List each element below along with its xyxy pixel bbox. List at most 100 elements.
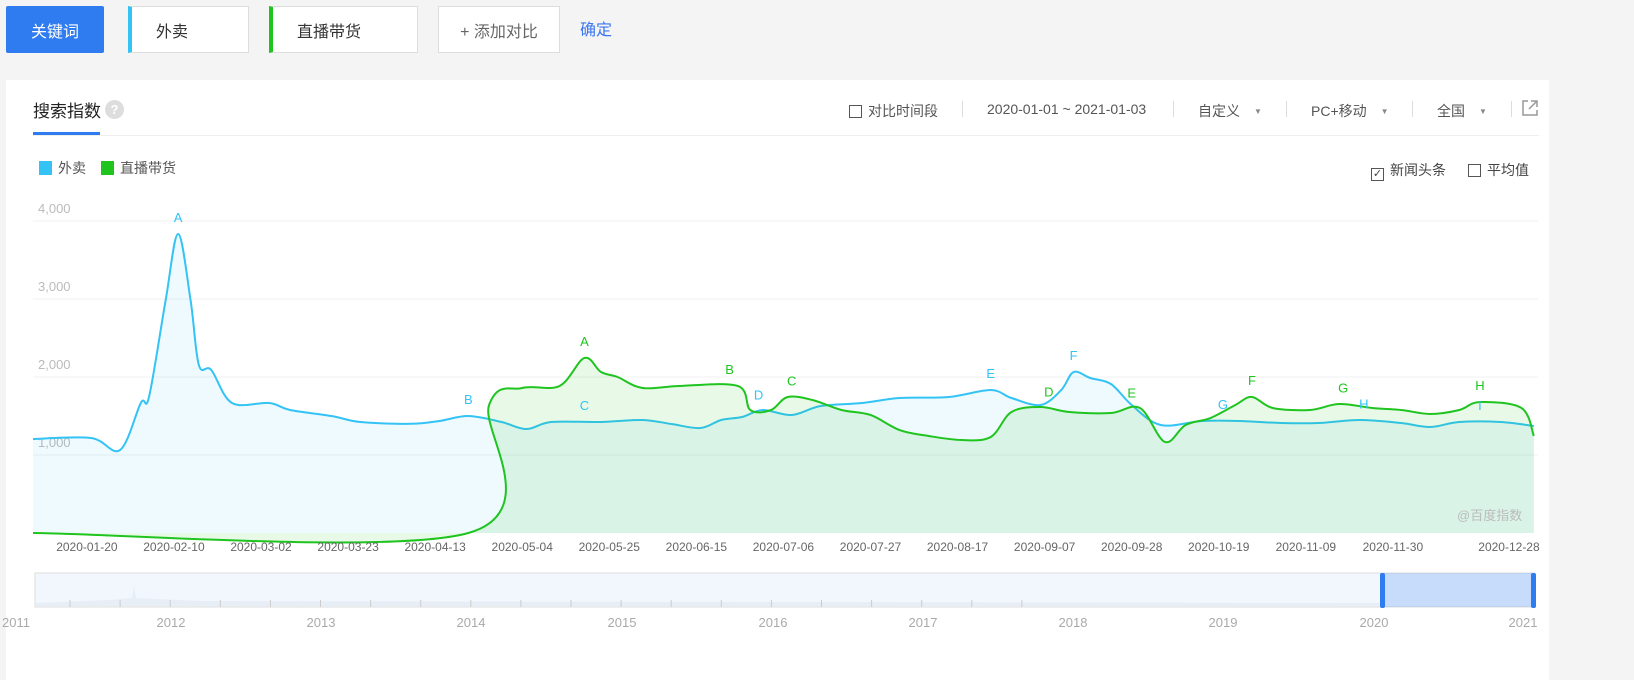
compare-period-label: 对比时间段 [868, 103, 938, 119]
caret-down-icon: ▼ [1380, 107, 1389, 116]
legend-item-livestream[interactable]: 直播带货 [101, 158, 176, 178]
news-annotation-marker[interactable]: E [986, 366, 995, 381]
time-navigator[interactable] [0, 0, 1634, 661]
x-tick-label: 2020-07-06 [752, 540, 815, 554]
x-tick-label: 2020-05-25 [578, 540, 640, 554]
date-range-picker[interactable]: 2020-01-01 ~ 2021-01-03 [987, 101, 1147, 117]
news-annotation-marker[interactable]: B [725, 362, 734, 377]
navigator-year-label: 2021 [1508, 615, 1538, 630]
keyword-box-livestream[interactable]: 直播带货 [269, 6, 418, 53]
keyword-text: 外卖 [156, 23, 189, 41]
x-tick-label: 2020-08-17 [926, 540, 989, 554]
news-headlines-checkbox[interactable]: ✓ 新闻头条 [1371, 160, 1446, 181]
region-label: 全国 [1437, 103, 1465, 119]
series-area-1 [33, 357, 1534, 543]
navigator-left-handle[interactable] [1380, 573, 1385, 608]
navigator-right-handle[interactable] [1531, 573, 1536, 608]
device-dropdown[interactable]: PC+移动 ▼ [1311, 101, 1389, 121]
device-label: PC+移动 [1311, 103, 1367, 119]
keyword-text: 直播带货 [297, 23, 362, 41]
navigator-year-label: 2014 [456, 615, 486, 630]
checkbox-icon [1468, 164, 1481, 177]
news-annotation-marker[interactable]: G [1218, 397, 1228, 412]
caret-down-icon: ▼ [1479, 107, 1487, 116]
legend-label: 外卖 [58, 160, 86, 176]
external-link-icon[interactable] [1521, 99, 1539, 117]
separator [1286, 101, 1287, 117]
separator [1412, 101, 1413, 117]
series-line-0[interactable] [32, 233, 1534, 453]
news-label: 新闻头条 [1390, 162, 1446, 178]
news-annotation-marker[interactable]: D [1044, 384, 1053, 399]
x-tick-label: 2020-11-30 [1362, 540, 1424, 554]
x-tick-label: 2020-05-04 [491, 540, 553, 554]
series-line-1[interactable] [32, 356, 1535, 544]
confirm-link[interactable]: 确定 [580, 22, 613, 39]
news-annotation-marker[interactable]: E [1127, 385, 1136, 400]
average-label: 平均值 [1487, 162, 1529, 178]
x-tick-label: 2020-07-27 [839, 540, 902, 554]
compare-period-checkbox[interactable]: 对比时间段 [849, 101, 938, 121]
divider [33, 135, 1539, 136]
range-mode-dropdown[interactable]: 自定义 ▼ [1198, 101, 1262, 121]
news-annotation-marker[interactable]: I [1478, 398, 1482, 413]
legend-swatch [101, 161, 114, 175]
y-tick-label: 4,000 [38, 201, 71, 216]
news-annotation-marker[interactable]: D [754, 387, 763, 402]
navigator-year-label: 2013 [306, 615, 336, 630]
active-tab-indicator [33, 132, 100, 135]
navigator-year-label: 2012 [156, 615, 186, 630]
navigator-year-label: 2011 [2, 615, 30, 630]
add-compare-button[interactable]: + 添加对比 [438, 6, 560, 53]
navigator-year-label: 2020 [1359, 615, 1389, 630]
keyword-tab-button[interactable]: 关键词 [6, 6, 104, 53]
checkbox-icon [849, 105, 862, 118]
legend-swatch [39, 161, 52, 175]
x-tick-label: 2020-09-07 [1013, 540, 1076, 554]
x-tick-label: 2020-10-19 [1188, 540, 1250, 554]
average-checkbox[interactable]: 平均值 [1468, 160, 1529, 180]
news-annotation-marker[interactable]: B [464, 392, 473, 407]
news-annotation-marker[interactable]: A [580, 334, 589, 349]
separator [962, 101, 963, 117]
legend-label: 直播带货 [120, 160, 176, 176]
x-tick-label: 2020-11-09 [1275, 540, 1337, 554]
y-tick-label: 3,000 [38, 279, 71, 294]
checkbox-checked-icon: ✓ [1371, 168, 1384, 181]
legend-item-waimai[interactable]: 外卖 [39, 158, 86, 178]
x-tick-label: 2020-02-10 [143, 540, 205, 554]
separator [1511, 101, 1512, 117]
news-annotation-marker[interactable]: A [174, 210, 183, 225]
news-annotation-marker[interactable]: C [580, 398, 589, 413]
x-tick-label: 2020-09-28 [1100, 540, 1163, 554]
range-mode-label: 自定义 [1198, 103, 1240, 119]
separator [1173, 101, 1174, 117]
navigator-year-label: 2018 [1058, 615, 1088, 630]
region-dropdown[interactable]: 全国 ▼ [1437, 101, 1487, 121]
tab-search-index[interactable]: 搜索指数 [33, 102, 101, 121]
x-tick-label: 2020-03-23 [317, 540, 379, 554]
help-icon[interactable]: ? [105, 100, 124, 119]
x-tick-label: 2020-03-02 [230, 540, 292, 554]
news-annotation-marker[interactable]: C [787, 373, 796, 388]
navigator-year-label: 2016 [758, 615, 788, 630]
navigator-year-label: 2019 [1208, 615, 1238, 630]
keyword-box-waimai[interactable]: 外卖 [128, 6, 249, 53]
y-tick-label: 2,000 [38, 357, 71, 372]
news-annotation-marker[interactable]: H [1475, 378, 1484, 393]
news-annotation-marker[interactable]: H [1359, 396, 1368, 411]
baidu-index-watermark: @百度指数 [1457, 508, 1523, 523]
navigator-year-label: 2017 [908, 615, 938, 630]
news-annotation-marker[interactable]: G [1338, 380, 1348, 395]
x-tick-label: 2020-04-13 [404, 540, 466, 554]
x-tick-label: 2020-12-28 [1478, 540, 1540, 554]
news-annotation-marker[interactable]: F [1248, 373, 1256, 388]
series-area-0 [33, 234, 1534, 533]
x-tick-label: 2020-01-20 [56, 540, 118, 554]
x-tick-label: 2020-06-15 [665, 540, 728, 554]
navigator-selection[interactable] [1382, 573, 1534, 607]
navigator-year-label: 2015 [607, 615, 637, 630]
caret-down-icon: ▼ [1254, 107, 1262, 116]
news-annotation-marker[interactable]: F [1070, 348, 1078, 363]
